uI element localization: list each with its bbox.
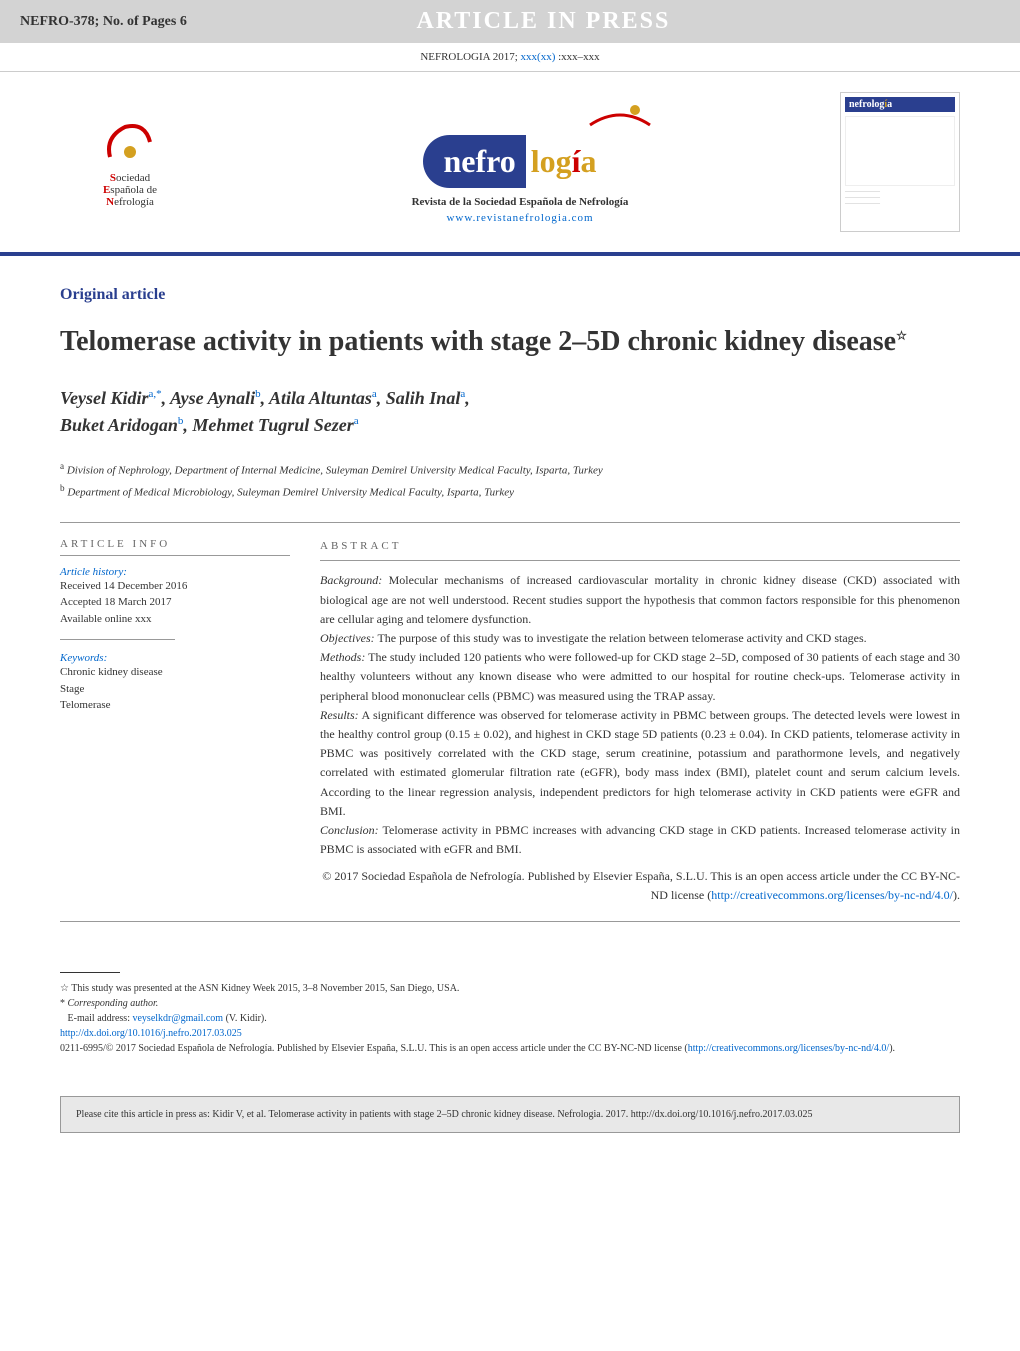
corresponding-text: Corresponding author. xyxy=(68,998,159,1009)
license-link-2[interactable]: http://creativecommons.org/licenses/by-n… xyxy=(688,1043,889,1054)
author-4: Salih Inal xyxy=(386,388,461,408)
license-close: ). xyxy=(953,888,960,902)
license-link[interactable]: http://creativecommons.org/licenses/by-n… xyxy=(711,888,953,902)
email-name: (V. Kidir). xyxy=(226,1013,267,1024)
abstract-results: Results: A significant difference was ob… xyxy=(320,706,960,821)
background-text: Molecular mechanisms of increased cardio… xyxy=(320,573,960,625)
background-label: Background: xyxy=(320,573,382,587)
keywords-label: Keywords: xyxy=(60,652,290,664)
article-info-column: ARTICLE INFO Article history: Received 1… xyxy=(60,538,290,906)
article-type: Original article xyxy=(60,286,960,304)
nefro-logo-center: nefrología Revista de la Sociedad Españo… xyxy=(380,100,660,224)
doi-link[interactable]: http://dx.doi.org/10.1016/j.nefro.2017.0… xyxy=(60,1028,242,1039)
revista-subtitle: Revista de la Sociedad Española de Nefro… xyxy=(380,196,660,208)
footnote-presented: ☆ This study was presented at the ASN Ki… xyxy=(60,981,960,996)
author-2-sup: b xyxy=(255,388,261,400)
methods-label: Methods: xyxy=(320,650,365,664)
email-link[interactable]: veyselkdr@gmail.com xyxy=(132,1013,223,1024)
title-text: Telomerase activity in patients with sta… xyxy=(60,326,896,357)
main-content: Original article Telomerase activity in … xyxy=(0,256,1020,952)
author-6-sup: a xyxy=(354,415,359,427)
info-divider xyxy=(60,639,175,640)
issn-copyright-text: 0211-6995/© 2017 Sociedad Española de Ne… xyxy=(60,1043,688,1054)
footnote-corresponding: * Corresponding author. xyxy=(60,996,960,1011)
keyword-3: Telomerase xyxy=(60,697,290,714)
conclusion-text: Telomerase activity in PBMC increases wi… xyxy=(320,823,960,856)
abstract-background: Background: Molecular mechanisms of incr… xyxy=(320,571,960,629)
header-ref: NEFRO-378; No. of Pages 6 xyxy=(20,14,187,30)
nefro-wordmark: nefrología xyxy=(380,135,660,188)
article-title: Telomerase activity in patients with sta… xyxy=(60,324,960,360)
footnotes: ☆ This study was presented at the ASN Ki… xyxy=(0,952,1020,1076)
info-header: ARTICLE INFO xyxy=(60,538,290,556)
history-label: Article history: xyxy=(60,566,290,578)
author-5: Buket Aridogan xyxy=(60,415,178,435)
website-link[interactable]: www.revistanefrologia.com xyxy=(380,212,660,224)
objectives-text: The purpose of this study was to investi… xyxy=(377,631,866,645)
results-label: Results: xyxy=(320,708,359,722)
author-3: Atila Altuntas xyxy=(269,388,372,408)
info-abstract-row: ARTICLE INFO Article history: Received 1… xyxy=(60,522,960,922)
author-6: Mehmet Tugrul Sezer xyxy=(192,415,353,435)
abstract-copyright: © 2017 Sociedad Española de Nefrología. … xyxy=(320,867,960,905)
logos-row: SSociedadociedad Española de Nefrología … xyxy=(0,72,1020,256)
press-label: ARTICLE IN PRESS xyxy=(416,8,670,35)
abstract-methods: Methods: The study included 120 patients… xyxy=(320,648,960,706)
methods-text: The study included 120 patients who were… xyxy=(320,650,960,702)
citation-volume: xxx(xx) xyxy=(521,51,556,63)
author-2: Ayse Aynali xyxy=(170,388,255,408)
citation-line: NEFROLOGIA 2017; xxx(xx) :xxx–xxx xyxy=(0,43,1020,72)
affiliations: a Division of Nephrology, Department of … xyxy=(60,459,960,502)
abstract-objectives: Objectives: The purpose of this study wa… xyxy=(320,629,960,648)
sen-logo-icon xyxy=(60,117,200,167)
author-1: Veysel Kidir xyxy=(60,388,149,408)
nefro-swoosh-icon xyxy=(380,100,660,135)
cite-box: Please cite this article in press as: Ki… xyxy=(60,1096,960,1133)
sen-logo: SSociedadociedad Española de Nefrología xyxy=(60,117,200,208)
accepted-date: Accepted 18 March 2017 xyxy=(60,594,290,611)
nefro-suffix: logía xyxy=(526,135,617,188)
footnote-issn: 0211-6995/© 2017 Sociedad Española de Ne… xyxy=(60,1041,960,1056)
footnotes-divider xyxy=(60,972,120,973)
nefro-prefix: nefro xyxy=(423,135,525,188)
license-close-2: ). xyxy=(889,1043,895,1054)
results-text: A significant difference was observed fo… xyxy=(320,708,960,818)
citation-journal: NEFROLOGIA 2017; xyxy=(420,51,517,63)
abstract-conclusion: Conclusion: Telomerase activity in PBMC … xyxy=(320,821,960,859)
online-date: Available online xxx xyxy=(60,611,290,628)
received-date: Received 14 December 2016 xyxy=(60,578,290,595)
ref-number: NEFRO-378; xyxy=(20,14,99,29)
abstract-header: ABSTRACT xyxy=(320,538,960,562)
objectives-label: Objectives: xyxy=(320,631,375,645)
presented-text: This study was presented at the ASN Kidn… xyxy=(71,983,459,994)
authors-list: Veysel Kidira,*, Ayse Aynalib, Atila Alt… xyxy=(60,385,960,439)
affiliation-b: Department of Medical Microbiology, Sule… xyxy=(67,486,514,498)
affiliation-a: Division of Nephrology, Department of In… xyxy=(67,465,603,477)
header-bar: NEFRO-378; No. of Pages 6 ARTICLE IN PRE… xyxy=(0,0,1020,43)
page-count: No. of Pages 6 xyxy=(103,14,187,29)
conclusion-label: Conclusion: xyxy=(320,823,379,837)
cover-text: ————————————————————— xyxy=(845,190,955,208)
keyword-2: Stage xyxy=(60,681,290,698)
cover-thumbnail: nefrología ————————————————————— xyxy=(840,92,960,232)
sen-text: SSociedadociedad Española de Nefrología xyxy=(60,172,200,208)
author-3-sup: a xyxy=(372,388,377,400)
author-1-sup: a,* xyxy=(149,388,162,400)
abstract-column: ABSTRACT Background: Molecular mechanism… xyxy=(320,538,960,906)
cover-header: nefrología xyxy=(845,97,955,112)
citation-pages: :xxx–xxx xyxy=(558,51,600,63)
cover-chart-icon xyxy=(845,116,955,186)
keyword-1: Chronic kidney disease xyxy=(60,664,290,681)
author-5-sup: b xyxy=(178,415,184,427)
footnote-email: E-mail address: veyselkdr@gmail.com (V. … xyxy=(60,1011,960,1026)
title-star: ☆ xyxy=(896,329,907,343)
email-label: E-mail address: xyxy=(68,1013,130,1024)
author-4-sup: a xyxy=(460,388,465,400)
